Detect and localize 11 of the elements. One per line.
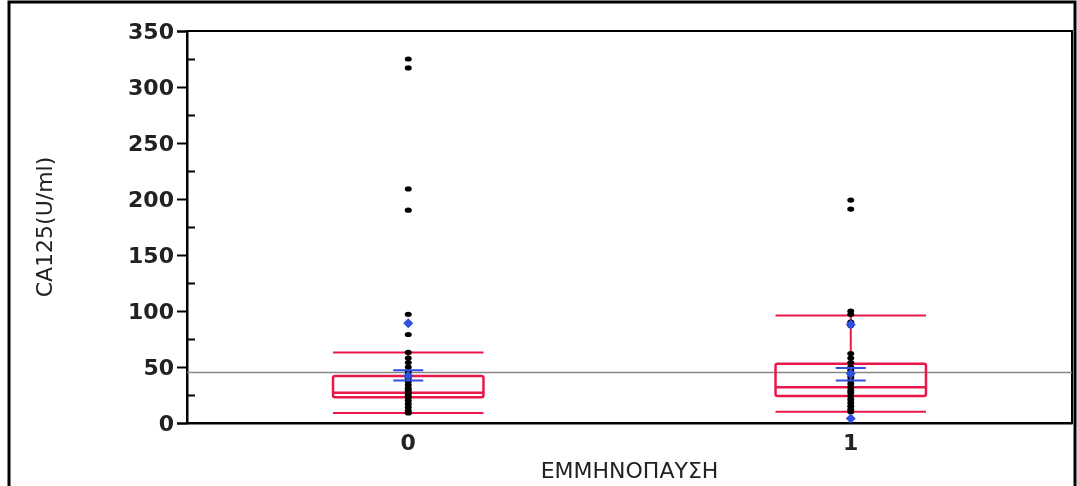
y-tick-label: 250 bbox=[128, 130, 174, 156]
y-tick-label: 50 bbox=[143, 354, 174, 380]
y-tick-label: 300 bbox=[128, 74, 174, 100]
y-axis-title: CA125(U/ml) bbox=[32, 156, 57, 298]
x-axis-title: ΕΜΜΗΝΟΠΑΥΣΗ bbox=[540, 458, 719, 483]
y-tick-label: 0 bbox=[158, 410, 174, 436]
y-tick-label: 150 bbox=[128, 242, 174, 268]
x-tick-label: 1 bbox=[843, 430, 859, 456]
y-tick-label: 350 bbox=[128, 18, 174, 44]
y-tick-label: 200 bbox=[128, 186, 174, 212]
y-tick-label: 100 bbox=[128, 298, 174, 324]
